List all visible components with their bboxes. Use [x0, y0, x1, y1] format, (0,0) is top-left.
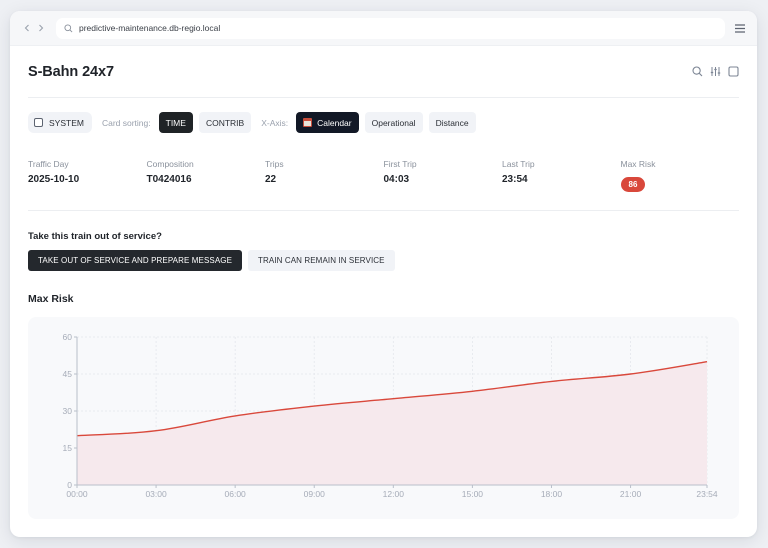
- y-tick-label: 15: [63, 443, 73, 453]
- stat-first-trip: First Trip 04:03: [384, 159, 503, 210]
- x-tick-label: 03:00: [145, 489, 167, 499]
- stat-trips: Trips 22: [265, 159, 384, 210]
- search-button[interactable]: [691, 66, 703, 78]
- title-actions: [691, 66, 739, 78]
- menu-button[interactable]: [731, 23, 749, 33]
- page-title: S-Bahn 24x7: [28, 63, 114, 80]
- stat-value: 22: [265, 174, 277, 185]
- x-tick-label: 12:00: [383, 489, 405, 499]
- x-tick-label: 21:00: [620, 489, 642, 499]
- stat-value: 04:03: [383, 174, 410, 185]
- chart-canvas: 0 15 30 45 60 00:00 03:00 06:00 09:00 12:00 15:00 1…: [63, 332, 718, 499]
- stat-label: Last Trip: [502, 159, 535, 169]
- x-axis-label: X-Axis:: [261, 117, 289, 128]
- risk-badge: 86: [620, 177, 646, 192]
- service-question: Take this train out of service?: [28, 231, 162, 242]
- browser-window: predictive-maintenance.db-regio.local S-…: [10, 11, 757, 537]
- system-label: SYSTEM: [49, 117, 84, 128]
- y-tick-label: 30: [63, 406, 73, 416]
- system-toggle[interactable]: SYSTEM: [28, 112, 92, 133]
- title-bar: S-Bahn 24x7: [28, 46, 739, 98]
- stat-label: First Trip: [383, 159, 417, 169]
- x-tick-label: 18:00: [541, 489, 563, 499]
- stat-label: Max Risk: [620, 159, 656, 169]
- x-axis-distance-button[interactable]: Distance: [428, 112, 476, 133]
- x-tick-label: 06:00: [225, 489, 247, 499]
- hamburger-icon: [735, 23, 745, 33]
- card-sorting-label: Card sorting:: [101, 117, 151, 128]
- browser-toolbar: predictive-maintenance.db-regio.local: [10, 11, 757, 46]
- stat-composition: Composition T0424016: [147, 159, 266, 210]
- forward-button[interactable]: [34, 21, 48, 35]
- stat-max-risk: Max Risk 86: [620, 159, 740, 210]
- chevron-right-icon: [39, 24, 44, 32]
- square-icon: [727, 66, 739, 77]
- stat-label: Trips: [265, 159, 284, 169]
- take-out-of-service-button[interactable]: TAKE OUT OF SERVICE AND PREPARE MESSAGE: [28, 250, 243, 271]
- y-tick-label: 0: [67, 480, 72, 490]
- y-tick-label: 45: [63, 369, 73, 379]
- stat-label: Composition: [146, 159, 194, 169]
- search-icon: [64, 23, 73, 32]
- search-icon: [691, 66, 702, 77]
- stat-last-trip: Last Trip 23:54: [502, 159, 621, 210]
- back-button[interactable]: [20, 21, 34, 35]
- risk-area: [77, 361, 707, 485]
- x-axis-operational-button[interactable]: Operational: [364, 112, 423, 133]
- expand-button[interactable]: [727, 66, 739, 78]
- x-tick-label: 09:00: [304, 489, 326, 499]
- remain-in-service-button[interactable]: TRAIN CAN REMAIN IN SERVICE: [248, 250, 395, 271]
- sort-contrib-button[interactable]: CONTRIB: [198, 112, 252, 133]
- stat-label: Traffic Day: [28, 159, 69, 169]
- calendar-label: Calendar: [317, 117, 352, 128]
- filter-button[interactable]: [709, 66, 721, 78]
- decision-actions: TAKE OUT OF SERVICE AND PREPARE MESSAGE …: [28, 250, 739, 271]
- x-tick-label: 15:00: [462, 489, 484, 499]
- stat-value: 23:54: [502, 174, 528, 185]
- y-tick-label: 60: [63, 332, 73, 342]
- calendar-icon: [303, 118, 313, 127]
- x-axis-calendar-button[interactable]: Calendar: [296, 112, 359, 133]
- chevron-left-icon: [24, 24, 29, 32]
- chart-title: Max Risk: [28, 293, 74, 305]
- address-bar[interactable]: predictive-maintenance.db-regio.local: [56, 17, 725, 39]
- max-risk-chart: 0 15 30 45 60 00:00 03:00 06:00 09:00 12:00 15:00 1…: [28, 317, 739, 519]
- system-checkbox[interactable]: [34, 118, 43, 127]
- page-content: S-Bahn 24x7 SYSTEM Card sorting: TIME C: [10, 46, 757, 519]
- stat-value: T0424016: [146, 174, 192, 185]
- view-toolbar: SYSTEM Card sorting: TIME CONTRIB X-Axis…: [28, 98, 739, 147]
- sliders-icon: [710, 67, 720, 76]
- stat-value: 2025-10-10: [28, 174, 80, 185]
- sort-time-button[interactable]: TIME: [158, 112, 193, 133]
- url-text: predictive-maintenance.db-regio.local: [79, 23, 221, 33]
- train-summary: Traffic Day 2025-10-10 Composition T0424…: [28, 147, 739, 211]
- x-tick-label: 00:00: [66, 489, 88, 499]
- stat-traffic-day: Traffic Day 2025-10-10: [28, 159, 147, 210]
- risk-line: [76, 360, 708, 437]
- x-tick-label: 23:54: [696, 489, 718, 499]
